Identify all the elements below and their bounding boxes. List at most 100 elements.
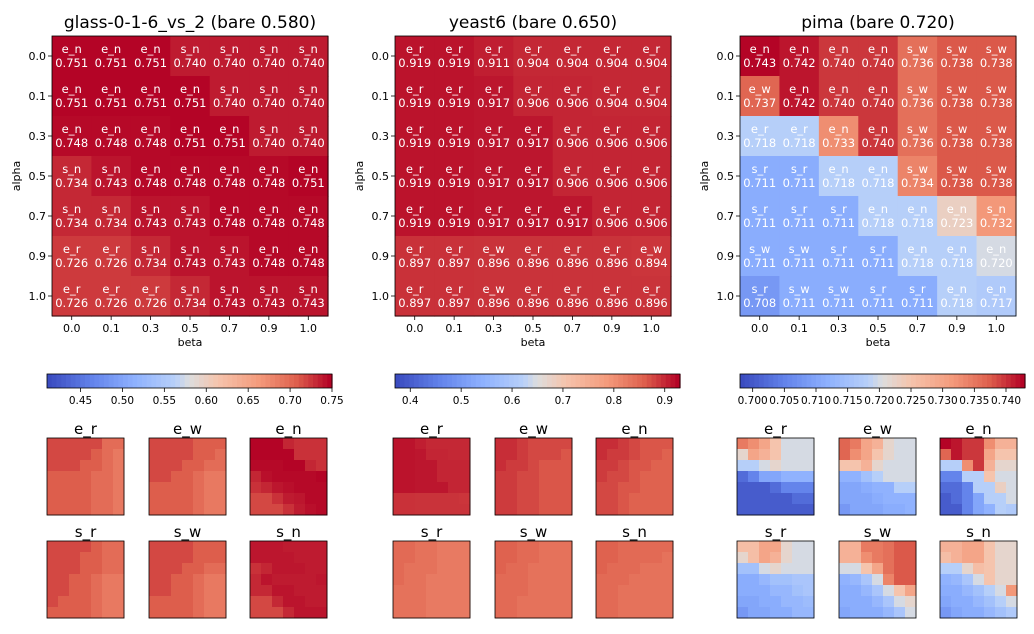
cell-method-label: e_n bbox=[868, 42, 888, 56]
small-multiple-cell bbox=[995, 504, 1007, 516]
small-multiple-cell bbox=[629, 471, 641, 483]
small-multiple-cell bbox=[872, 541, 884, 553]
heatmap-cell bbox=[395, 156, 436, 197]
cell-method-label: s_n bbox=[259, 122, 278, 136]
small-multiple-cell bbox=[759, 585, 771, 597]
heatmap-cell bbox=[897, 156, 938, 197]
cell-value-label: 0.896 bbox=[595, 296, 628, 310]
cell-value-label: 0.734 bbox=[95, 216, 128, 230]
small-multiple-cell bbox=[759, 552, 771, 564]
small-multiple-cell bbox=[883, 493, 895, 505]
small-multiple-cell bbox=[984, 504, 996, 516]
small-multiple-cell bbox=[607, 541, 619, 553]
small-multiple-cell bbox=[905, 460, 917, 472]
y-axis-label: alpha bbox=[353, 161, 366, 192]
small-multiple-cell bbox=[459, 471, 471, 483]
small-multiple-cell bbox=[415, 563, 427, 575]
small-multiple-cell bbox=[102, 596, 114, 608]
x-tick-label: 0.0 bbox=[406, 322, 424, 335]
colorbar-segment bbox=[322, 374, 328, 388]
small-multiple-cell bbox=[437, 607, 449, 619]
colorbar-segment bbox=[104, 374, 110, 388]
colorbar-segment bbox=[551, 374, 558, 388]
colorbar-segment bbox=[118, 374, 124, 388]
small-multiple-cell bbox=[803, 552, 815, 564]
small-multiple-cell bbox=[662, 449, 674, 461]
colorbar-segment bbox=[987, 374, 993, 388]
small-multiple-cell bbox=[640, 574, 652, 586]
small-multiple-cell bbox=[448, 493, 460, 505]
small-multiple-cell bbox=[872, 607, 884, 619]
colorbar-tick-label: 0.55 bbox=[153, 395, 176, 407]
x-tick-label: 0.1 bbox=[445, 322, 463, 335]
x-tick-label: 0.5 bbox=[181, 322, 199, 335]
small-multiple-cell bbox=[951, 585, 963, 597]
y-tick-label: 0.7 bbox=[372, 210, 390, 223]
small-multiple-cell bbox=[872, 552, 884, 564]
small-multiple-cell bbox=[182, 552, 194, 564]
colorbar-segment bbox=[768, 374, 774, 388]
colorbar-tick-label: 0.45 bbox=[69, 395, 92, 407]
cell-method-label: e_r bbox=[524, 42, 542, 56]
cell-method-label: s_w bbox=[828, 282, 849, 296]
y-tick-label: 1.0 bbox=[29, 290, 47, 303]
cell-value-label: 0.919 bbox=[398, 176, 431, 190]
small-multiple-cell bbox=[426, 460, 438, 472]
cell-method-label: e_n bbox=[907, 202, 927, 216]
colorbar-segment bbox=[930, 374, 936, 388]
small-multiple-cell bbox=[839, 504, 851, 516]
small-multiple-cell bbox=[305, 574, 317, 586]
cell-method-label: e_r bbox=[643, 82, 661, 96]
cell-value-label: 0.917 bbox=[477, 216, 510, 230]
colorbar-segment bbox=[241, 374, 248, 388]
small-multiple-cell bbox=[550, 504, 562, 516]
colorbar-segment bbox=[982, 374, 988, 388]
small-multiple-cell bbox=[437, 574, 449, 586]
cell-value-label: 0.711 bbox=[783, 216, 816, 230]
small-multiple-cell bbox=[415, 471, 427, 483]
small-multiple-cell bbox=[517, 438, 529, 450]
small-multiple-cell bbox=[962, 449, 974, 461]
colorbar-segment bbox=[797, 374, 803, 388]
small-multiple-cell bbox=[940, 460, 952, 472]
x-tick-label: 0.0 bbox=[63, 322, 81, 335]
small-multiple-frame bbox=[736, 437, 815, 516]
cell-value-label: 0.897 bbox=[438, 296, 471, 310]
heatmap-cell bbox=[592, 36, 633, 77]
colorbar-segment bbox=[1001, 374, 1007, 388]
cell-method-label: e_r bbox=[445, 162, 463, 176]
heatmap-cell bbox=[170, 236, 211, 277]
colorbar-segment bbox=[108, 374, 115, 388]
small-multiple-cell bbox=[193, 563, 205, 575]
colorbar-segment bbox=[763, 374, 770, 388]
small-multiple-cell bbox=[294, 493, 306, 505]
small-multiple-title: s_r bbox=[421, 523, 443, 542]
small-multiple-cell bbox=[113, 482, 125, 494]
cell-method-label: e_r bbox=[564, 202, 582, 216]
small-multiple-cell bbox=[283, 504, 295, 516]
cell-value-label: 0.718 bbox=[940, 256, 973, 270]
small-multiple-cell bbox=[850, 585, 862, 597]
small-multiple-cell bbox=[640, 552, 652, 564]
heatmap-cell bbox=[170, 156, 211, 197]
small-multiple-cell bbox=[759, 563, 771, 575]
cell-value-label: 0.734 bbox=[901, 176, 934, 190]
small-multiple-cell bbox=[861, 563, 873, 575]
small-multiple-cell bbox=[872, 596, 884, 608]
cell-method-label: e_r bbox=[524, 82, 542, 96]
small-multiple-cell bbox=[640, 585, 652, 597]
small-multiple-cell bbox=[803, 585, 815, 597]
small-multiple-cell bbox=[662, 541, 674, 553]
colorbar-segment bbox=[294, 374, 300, 388]
small-multiple-cell bbox=[940, 504, 952, 516]
colorbar-segment bbox=[627, 374, 634, 388]
small-multiple-cell bbox=[160, 607, 172, 619]
small-multiple-cell bbox=[316, 438, 328, 450]
heatmap-cell bbox=[249, 76, 290, 117]
heatmap-cell bbox=[434, 116, 475, 157]
small-multiple-cell bbox=[102, 541, 114, 553]
small-multiple-cell bbox=[215, 541, 227, 553]
small-multiple-cell bbox=[171, 493, 183, 505]
cell-method-label: s_n bbox=[220, 282, 239, 296]
heatmap-cell bbox=[209, 156, 250, 197]
